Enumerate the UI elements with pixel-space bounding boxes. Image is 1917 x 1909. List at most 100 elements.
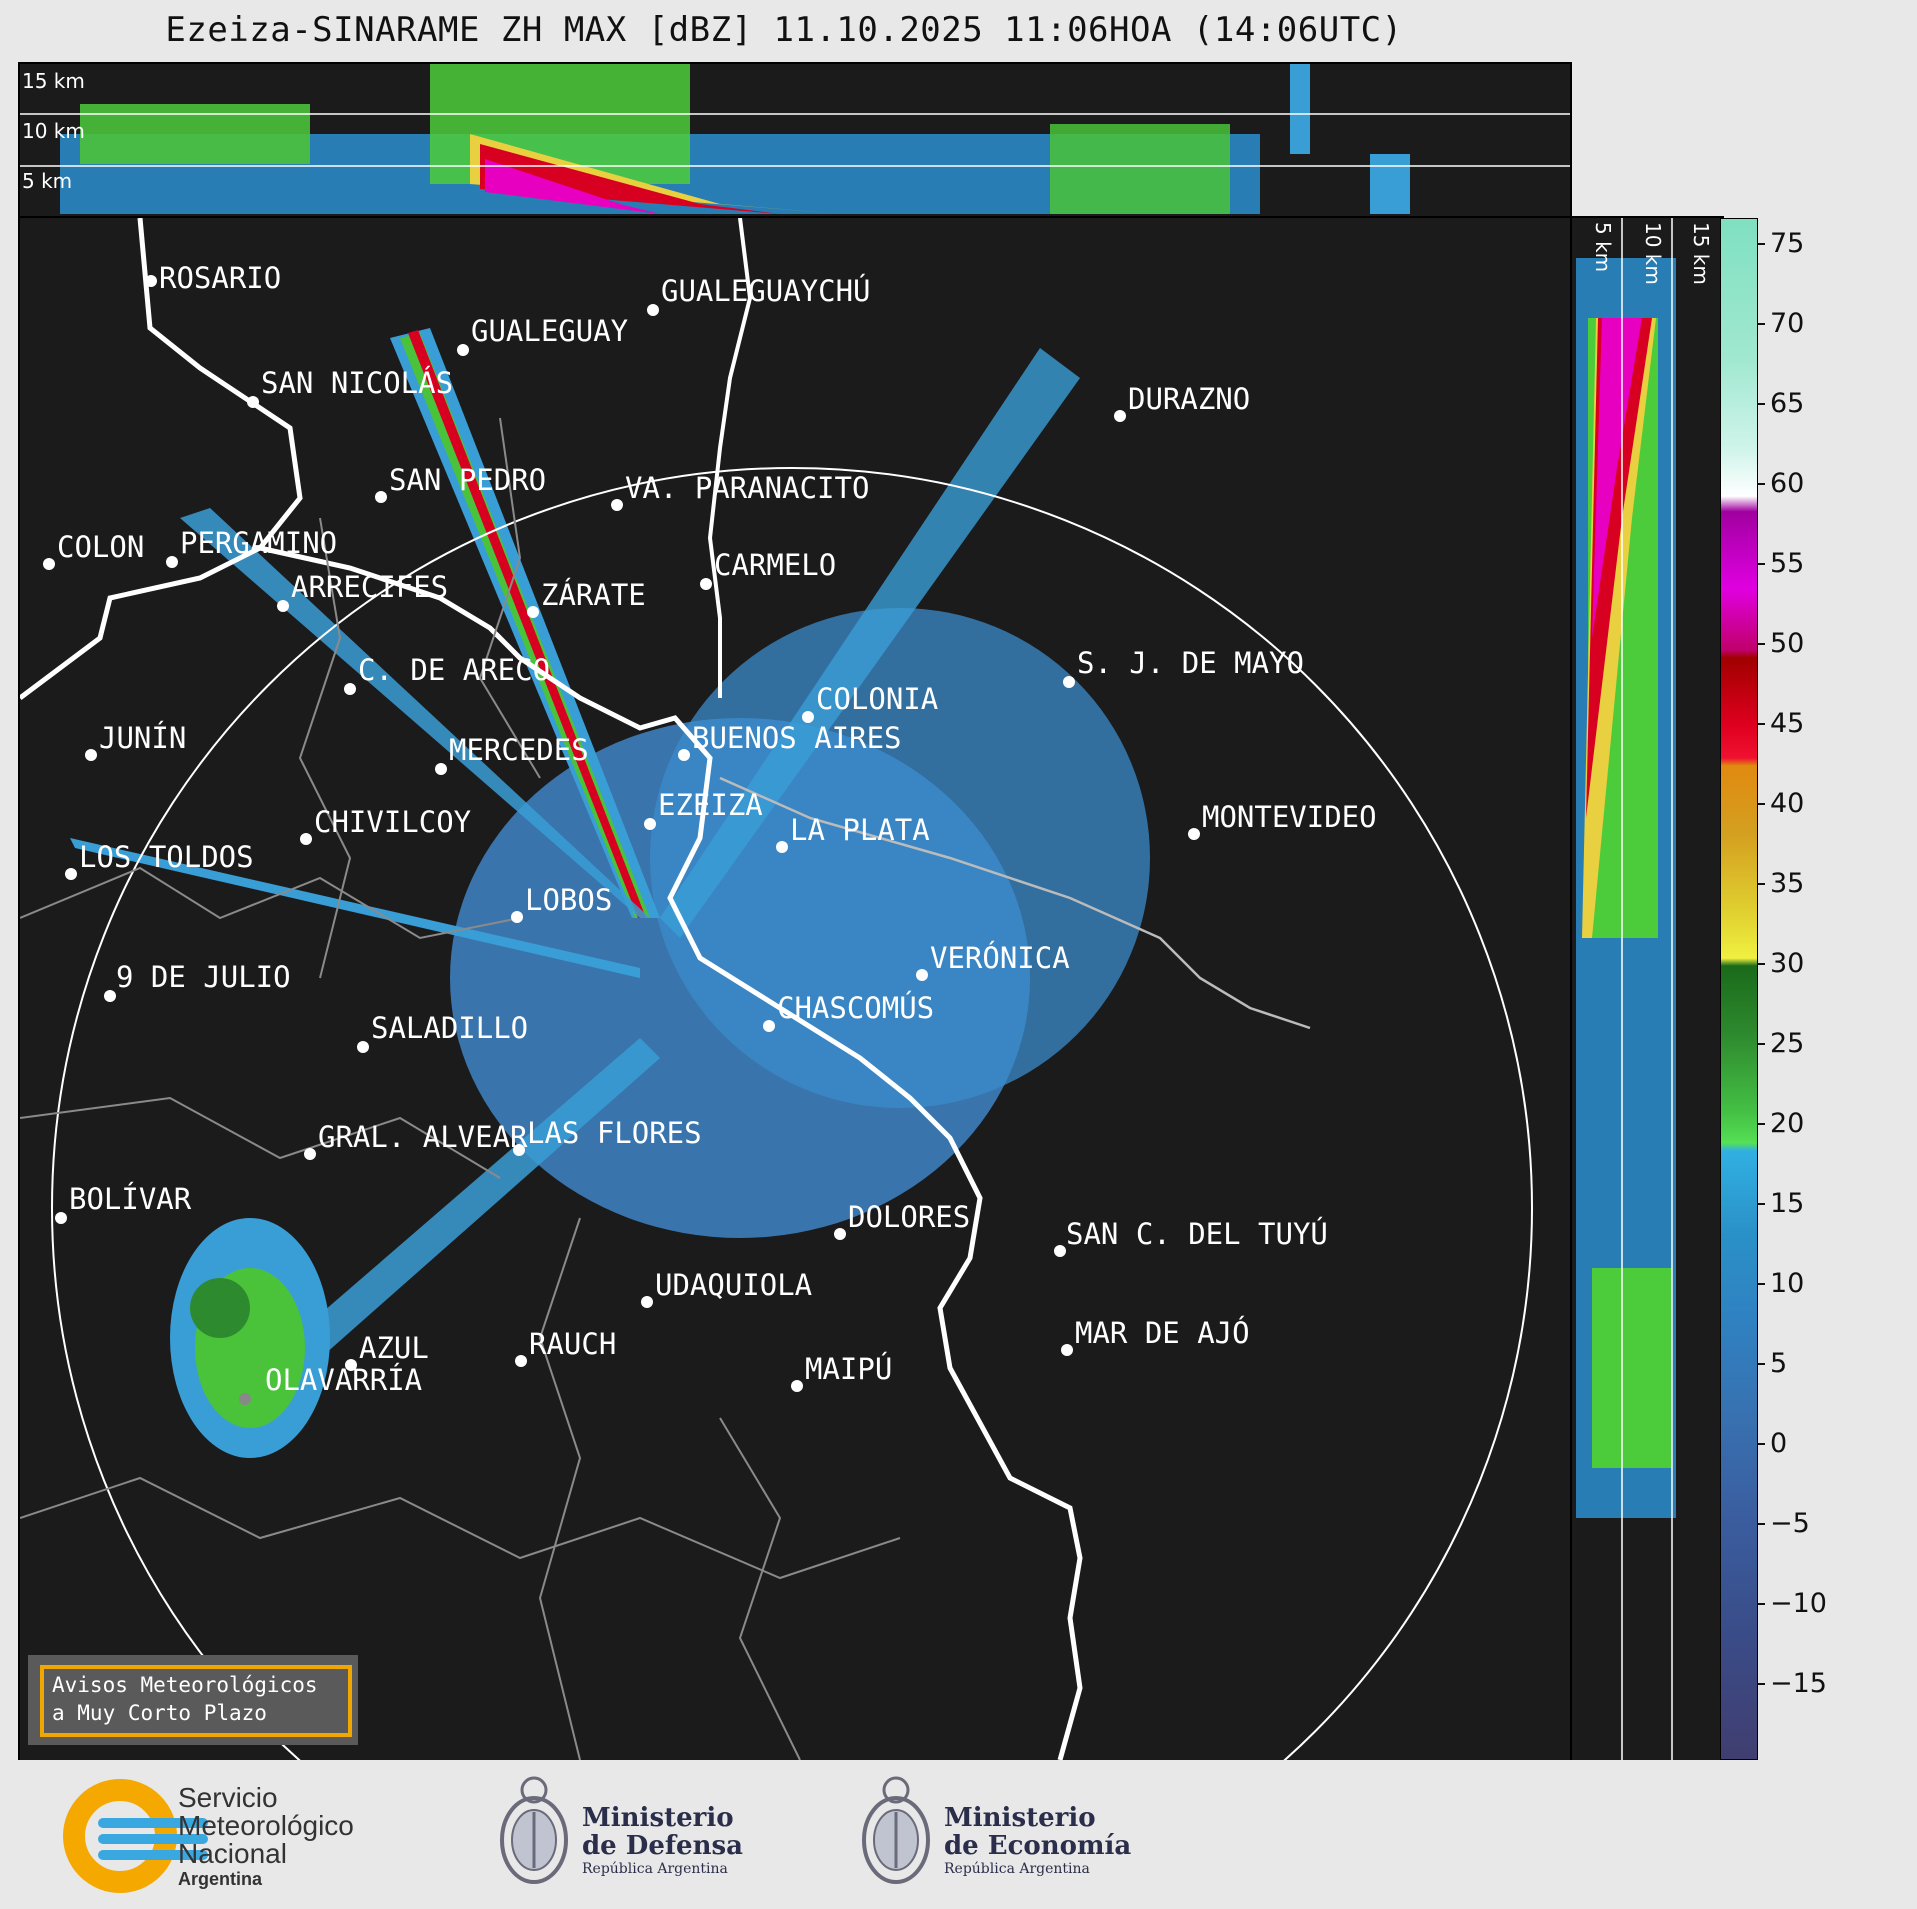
tick-label: −10 [1770, 1588, 1827, 1619]
tick-mark [1757, 563, 1765, 565]
city-label: OLAVARRÍA [265, 1363, 422, 1397]
tick-mark [1757, 243, 1765, 245]
city-dot [1061, 1344, 1073, 1356]
smn-text: Servicio Meteorológico Nacional Argentin… [178, 1784, 354, 1890]
city-dot [513, 1144, 525, 1156]
uruguay-coast [719, 776, 1311, 1030]
defensa-line3: República Argentina [582, 1861, 728, 1877]
city-label: BOLÍVAR [69, 1182, 192, 1216]
km-label-15: 15 km [22, 69, 85, 93]
city-dot [357, 1041, 369, 1053]
city-label: SAN PEDRO [389, 463, 546, 497]
smn-line1: Servicio [178, 1782, 278, 1813]
city-label: SAN C. DEL TUYÚ [1066, 1217, 1328, 1251]
city-dot [1188, 828, 1200, 840]
echo-ray [70, 838, 640, 978]
echo-ray [408, 330, 646, 918]
city-dot [791, 1380, 803, 1392]
echo-ray [180, 508, 650, 918]
coat-of-arms-icon [862, 1776, 930, 1884]
tick-mark [1757, 723, 1765, 725]
tick-mark [1757, 1523, 1765, 1525]
warning-line1: Avisos Meteorológicos [52, 1673, 318, 1697]
tick-label: 5 [1770, 1348, 1788, 1379]
tick-label: 75 [1770, 228, 1805, 259]
city-dot [344, 683, 356, 695]
river-line [707, 218, 753, 698]
echo-band [80, 104, 310, 164]
tick-label: 20 [1770, 1108, 1805, 1139]
city-dot [802, 711, 814, 723]
city-dot [375, 491, 387, 503]
city-label: CHASCOMÚS [777, 991, 934, 1025]
city-label: DOLORES [848, 1200, 970, 1234]
city-label: ZÁRATE [541, 578, 646, 612]
city-label: GUALEGUAYCHÚ [661, 274, 871, 308]
city-label: UDAQUIOLA [655, 1268, 812, 1302]
city-label: VERÓNICA [930, 941, 1070, 975]
tick-mark [1757, 643, 1765, 645]
tick-label: −5 [1770, 1508, 1810, 1539]
city-dot [1054, 1245, 1066, 1257]
top-cross-section-panel: 15 km 10 km 5 km [18, 62, 1572, 218]
city-dot [166, 556, 178, 568]
city-label: MAIPÚ [805, 1352, 892, 1386]
city-label: SAN NICOLÁS [261, 366, 453, 400]
radar-map-panel[interactable]: ROSARIO GUALEGUAYCHÚ GUALEGUAY SAN NICOL… [18, 216, 1572, 1762]
city-label: LOS TOLDOS [79, 840, 254, 874]
city-label: MERCEDES [449, 733, 589, 767]
tick-mark [1757, 1283, 1765, 1285]
city-label: MAR DE AJÓ [1075, 1316, 1250, 1350]
city-dot [763, 1020, 775, 1032]
tick-mark [1757, 1443, 1765, 1445]
smn-logo [63, 1779, 208, 1893]
warning-line2: a Muy Corto Plazo [52, 1701, 267, 1725]
city-label: 9 DE JULIO [116, 960, 291, 994]
city-label: PERGAMINO [180, 526, 337, 560]
city-label: COLON [57, 530, 144, 564]
city-dot [834, 1228, 846, 1240]
city-label: GUALEGUAY [471, 314, 628, 348]
coastline [259, 545, 1083, 1760]
tick-mark [1757, 1363, 1765, 1365]
smn-logo-wave [98, 1850, 208, 1860]
city-dot [678, 749, 690, 761]
tick-mark [1757, 403, 1765, 405]
tick-mark [1757, 1683, 1765, 1685]
city-dot [611, 499, 623, 511]
city-label: AZUL [359, 1331, 429, 1365]
tick-label: 40 [1770, 788, 1805, 819]
economia-line3: República Argentina [944, 1861, 1090, 1877]
city-label: JUNÍN [99, 721, 186, 755]
defensa-line1: Ministerio [582, 1803, 734, 1833]
radar-map-svg: ROSARIO GUALEGUAYCHÚ GUALEGUAY SAN NICOL… [20, 218, 1533, 1760]
tick-label: 60 [1770, 468, 1805, 499]
economia-line2: de Economía [944, 1831, 1132, 1861]
echo-band [1592, 1268, 1672, 1468]
tick-label: 50 [1770, 628, 1805, 659]
city-label: CARMELO [714, 548, 836, 582]
smn-logo-wave [98, 1818, 208, 1828]
tick-label: 15 [1770, 1188, 1805, 1219]
city-dot [345, 1359, 357, 1371]
tick-mark [1757, 323, 1765, 325]
km-label-10: 10 km [22, 119, 85, 143]
tick-label: 65 [1770, 388, 1805, 419]
city-label: EZEIZA [658, 788, 763, 822]
tick-mark [1757, 803, 1765, 805]
city-label: VA. PARANACITO [625, 471, 869, 505]
smn-line4: Argentina [178, 1869, 263, 1889]
tick-mark [1757, 483, 1765, 485]
warning-button[interactable]: Avisos Meteorológicos a Muy Corto Plazo [28, 1655, 358, 1745]
km-label-10: 10 km [1641, 222, 1665, 285]
economia-line1: Ministerio [944, 1803, 1096, 1833]
echo-band [1050, 124, 1230, 214]
city-label: DURAZNO [1128, 382, 1250, 416]
km-label-15: 15 km [1689, 222, 1713, 285]
economia-text: Ministerio de Economía República Argenti… [944, 1804, 1131, 1878]
colorbar [1720, 218, 1758, 1760]
city-dot [511, 911, 523, 923]
tick-mark [1757, 1043, 1765, 1045]
echo-area [190, 1278, 250, 1338]
city-dot [65, 868, 77, 880]
